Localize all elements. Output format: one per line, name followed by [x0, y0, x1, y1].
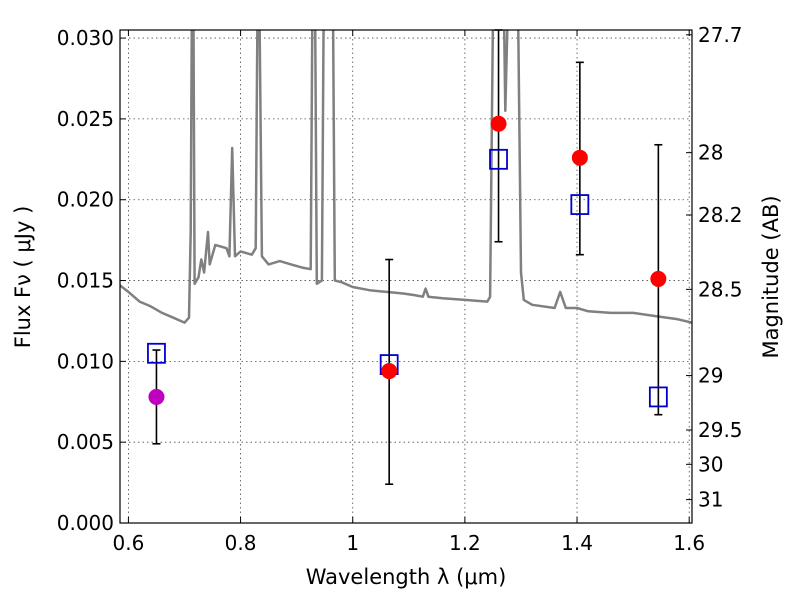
spectrum-line	[120, 30, 692, 324]
right-tick-label: 29	[698, 364, 723, 388]
x-tick-label: 0.6	[113, 531, 145, 555]
y-tick-label: 0.030	[57, 26, 114, 50]
grid	[120, 30, 692, 524]
y-tick-label: 0.000	[57, 511, 114, 535]
model-flux-square	[489, 148, 508, 170]
y-tick-label: 0.020	[57, 188, 114, 212]
right-tick-label: 31	[698, 488, 723, 512]
x-axis-label: Wavelength λ (μm)	[306, 565, 507, 589]
observed-flux-point	[148, 388, 165, 405]
right-tick-label: 28	[698, 141, 723, 165]
right-tick-label: 29.5	[698, 418, 743, 442]
model-spectrum	[120, 30, 692, 324]
y-axis-label: Flux Fν ( μJy )	[11, 206, 35, 349]
x-tick-label: 1.2	[449, 531, 481, 555]
observed-flux-point	[650, 270, 667, 287]
model-flux-square	[570, 194, 590, 215]
observed-flux-point	[571, 149, 588, 166]
right-tick-label: 30	[698, 452, 723, 476]
y-tick-label: 0.025	[57, 107, 114, 131]
x-tick-label: 1.6	[673, 531, 705, 555]
data-markers	[147, 115, 668, 408]
x-tick-label: 1	[346, 531, 359, 555]
right-tick-label: 28.5	[698, 277, 743, 301]
x-tick-label: 1.4	[561, 531, 593, 555]
observed-flux-point	[490, 115, 507, 132]
y-tick-label: 0.015	[57, 269, 114, 293]
plot-frame	[119, 29, 693, 524]
model-flux-square	[648, 386, 668, 408]
x-tick-label: 0.8	[225, 531, 257, 555]
axis-ticks: 0.6 0.8 1 1.2 1.4 1.6 0.000 0.005 0.010 0.015 0.02…	[57, 23, 743, 555]
right-axis-label: Magnitude (AB)	[759, 195, 783, 358]
model-flux-square	[147, 342, 166, 364]
right-tick-label: 27.7	[698, 23, 743, 47]
y-tick-label: 0.010	[57, 349, 114, 373]
right-tick-label: 28.2	[698, 203, 743, 227]
observed-flux-point	[381, 363, 398, 380]
y-tick-label: 0.005	[57, 430, 114, 454]
